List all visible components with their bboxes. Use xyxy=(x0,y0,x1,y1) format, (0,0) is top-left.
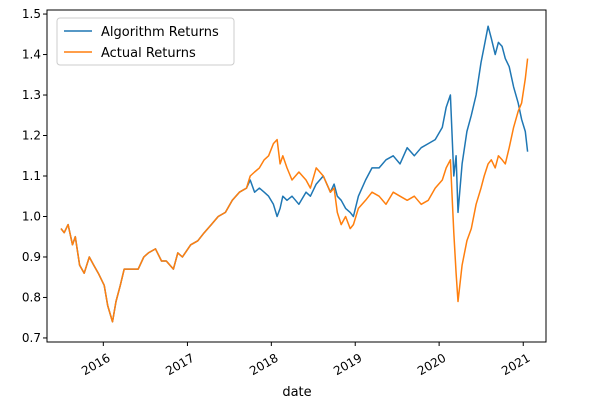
legend: Algorithm Returns Actual Returns xyxy=(56,17,235,66)
y-tick-label-0.8: 0.8 xyxy=(22,290,41,304)
series-line-actual-returns xyxy=(60,58,529,323)
y-tick-label-1.1: 1.1 xyxy=(22,169,41,183)
x-axis-title: date xyxy=(282,385,311,400)
legend-label-algorithm-returns: Algorithm Returns xyxy=(101,25,219,40)
legend-box xyxy=(56,17,235,66)
y-tick-label-1.0: 1.0 xyxy=(22,209,41,223)
series-lines xyxy=(60,25,529,323)
y-tick-label-1.4: 1.4 xyxy=(22,48,41,62)
y-tick-label-1.2: 1.2 xyxy=(22,129,41,143)
y-axis-ticks: 0.7 0.8 0.9 1.0 1.1 1.2 1.3 1.4 1.5 xyxy=(22,7,47,345)
y-tick-label-0.9: 0.9 xyxy=(22,250,41,264)
legend-label-actual-returns: Actual Returns xyxy=(101,46,196,61)
y-tick-label-1.3: 1.3 xyxy=(22,88,41,102)
y-tick-label-1.5: 1.5 xyxy=(22,7,41,21)
y-tick-label-0.7: 0.7 xyxy=(22,331,41,345)
